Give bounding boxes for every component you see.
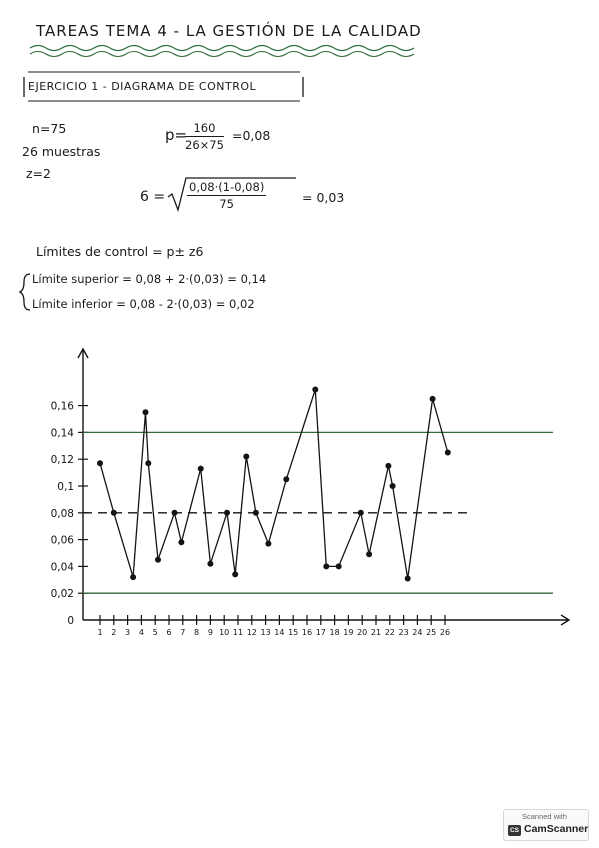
x-tick-label: 13 bbox=[261, 628, 271, 637]
lower-limit-formula: Límite inferior = 0,08 - 2·(0,03) = 0,02 bbox=[32, 297, 255, 311]
x-tick-label: 14 bbox=[274, 628, 284, 637]
x-tick-label: 1 bbox=[97, 628, 102, 637]
data-point bbox=[110, 509, 117, 516]
y-tick-label: 0,16 bbox=[51, 401, 75, 413]
data-point bbox=[145, 460, 152, 467]
x-tick-label: 12 bbox=[247, 628, 257, 637]
x-axis-arrow bbox=[560, 614, 571, 626]
x-tick-label: 4 bbox=[139, 628, 144, 637]
y-tick-label: 0,02 bbox=[51, 588, 74, 600]
x-tick-label: 26 bbox=[440, 628, 450, 637]
camscanner-badge: Scanned with CS CamScanner bbox=[503, 809, 589, 841]
x-tick-label: 20 bbox=[357, 628, 367, 637]
x-tick-label: 11 bbox=[233, 628, 243, 637]
data-point bbox=[444, 449, 451, 456]
data-point bbox=[366, 551, 373, 558]
data-point bbox=[155, 556, 161, 563]
x-tick-label: 24 bbox=[412, 628, 422, 637]
x-tick-label: 17 bbox=[316, 628, 326, 637]
x-tick-label: 9 bbox=[208, 628, 213, 637]
camscanner-logo-icon: CS bbox=[508, 825, 521, 836]
data-point bbox=[335, 563, 342, 570]
x-tick-label: 21 bbox=[371, 628, 381, 637]
given-samples: 26 muestras bbox=[22, 144, 101, 159]
scanned-with-text: Scanned with bbox=[522, 812, 568, 821]
title-wavy-underline bbox=[29, 44, 415, 52]
y-tick-label: 0,06 bbox=[51, 535, 75, 547]
data-point bbox=[283, 476, 290, 483]
given-z: z=2 bbox=[26, 166, 51, 181]
upper-limit-formula: Límite superior = 0,08 + 2·(0,03) = 0,14 bbox=[32, 272, 267, 286]
limits-brace bbox=[18, 273, 31, 311]
x-tick-label: 6 bbox=[166, 628, 171, 637]
x-tick-label: 8 bbox=[194, 628, 199, 637]
x-tick-label: 19 bbox=[343, 628, 353, 637]
data-point bbox=[243, 453, 250, 460]
exercise-subtitle: EJERCICIO 1 - DIAGRAMA DE CONTROL bbox=[28, 80, 257, 93]
page-title: TAREAS TEMA 4 - LA GESTIÓN DE LA CALIDAD bbox=[36, 22, 422, 40]
sigma-numerator: 0,08·(1-0,08) bbox=[187, 180, 267, 196]
sigma-prefix: 6 = bbox=[140, 189, 166, 205]
data-point bbox=[130, 574, 137, 581]
x-tick-label: 16 bbox=[302, 628, 312, 637]
y-tick-label: 0,12 bbox=[51, 454, 74, 466]
p-numerator: 160 bbox=[185, 121, 224, 137]
data-point bbox=[385, 462, 392, 469]
data-point bbox=[323, 563, 330, 570]
data-point bbox=[252, 509, 259, 516]
p-result: =0,08 bbox=[232, 128, 271, 143]
data-point bbox=[142, 409, 149, 416]
x-tick-label: 22 bbox=[385, 628, 395, 637]
data-point bbox=[207, 560, 214, 567]
x-tick-label: 7 bbox=[180, 628, 185, 637]
given-n: n=75 bbox=[32, 121, 67, 136]
data-point bbox=[171, 509, 178, 516]
y-tick-label: 0,14 bbox=[51, 427, 75, 439]
title-wavy-underline-2 bbox=[29, 50, 415, 58]
data-point bbox=[389, 483, 396, 489]
x-tick-label: 3 bbox=[125, 628, 130, 637]
data-series-line bbox=[99, 389, 449, 579]
x-tick-label: 15 bbox=[288, 628, 298, 637]
camscanner-brand: CamScanner bbox=[524, 823, 589, 835]
y-tick-label: 0 bbox=[67, 615, 74, 627]
data-point bbox=[357, 509, 364, 516]
y-tick-label: 0,1 bbox=[57, 481, 74, 493]
x-tick-label: 2 bbox=[111, 628, 116, 637]
data-point bbox=[178, 539, 185, 546]
data-point bbox=[404, 575, 411, 582]
p-prefix: p= bbox=[165, 126, 188, 144]
sigma-fraction: 0,08·(1-0,08) 75 bbox=[187, 180, 267, 211]
x-tick-label: 10 bbox=[219, 628, 229, 637]
x-tick-label: 18 bbox=[330, 628, 340, 637]
data-point bbox=[232, 571, 239, 578]
data-point bbox=[429, 395, 436, 402]
data-point bbox=[97, 460, 103, 467]
x-tick-label: 23 bbox=[399, 628, 409, 637]
x-tick-label: 25 bbox=[426, 628, 436, 637]
data-point bbox=[197, 465, 204, 472]
p-fraction: 160 26×75 bbox=[185, 121, 224, 152]
data-point bbox=[224, 509, 230, 516]
x-tick-label: 5 bbox=[153, 628, 158, 637]
sigma-denominator: 75 bbox=[219, 197, 234, 211]
data-point bbox=[312, 386, 319, 393]
sqrt-sign bbox=[167, 177, 296, 213]
data-point bbox=[265, 540, 272, 547]
p-denominator: 26×75 bbox=[185, 138, 224, 152]
y-axis-arrow bbox=[77, 347, 89, 359]
limits-label: Límites de control = p± z6 bbox=[36, 244, 204, 259]
y-tick-label: 0,04 bbox=[51, 561, 75, 573]
y-tick-label: 0,08 bbox=[51, 508, 74, 520]
sigma-result: = 0,03 bbox=[302, 190, 345, 205]
